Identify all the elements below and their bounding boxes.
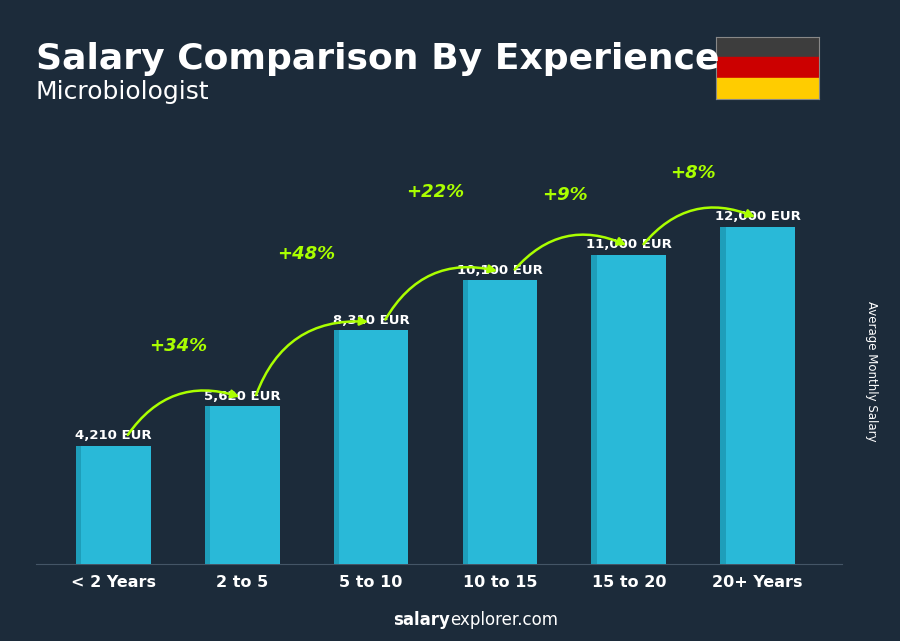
Bar [76,445,150,564]
Bar [591,254,597,564]
Text: 8,310 EUR: 8,310 EUR [333,314,410,327]
Text: 11,000 EUR: 11,000 EUR [586,238,671,251]
Bar [716,58,819,78]
Bar [205,406,210,564]
Text: 10,100 EUR: 10,100 EUR [457,263,543,277]
Text: 4,210 EUR: 4,210 EUR [75,429,151,442]
Text: Average Monthly Salary: Average Monthly Salary [865,301,878,442]
Bar [716,78,819,99]
Text: +22%: +22% [407,183,464,201]
Text: explorer.com: explorer.com [450,611,558,629]
Bar [76,445,150,564]
Bar [334,330,339,564]
Bar [463,280,537,564]
Bar [716,37,819,58]
Text: Salary Comparison By Experience: Salary Comparison By Experience [36,42,719,76]
Bar [205,406,280,564]
Text: +8%: +8% [670,163,716,181]
Text: 5,620 EUR: 5,620 EUR [204,390,281,403]
Bar [334,330,409,564]
Text: salary: salary [393,611,450,629]
Text: 12,000 EUR: 12,000 EUR [715,210,801,223]
Bar [463,280,468,564]
Bar [591,254,666,564]
Bar [720,227,795,564]
Bar [591,254,666,564]
Bar [334,330,409,564]
Bar [463,280,537,564]
Bar [720,227,795,564]
Bar [76,445,81,564]
Text: Microbiologist: Microbiologist [36,80,210,104]
Bar [720,227,725,564]
Text: +34%: +34% [148,337,207,355]
Text: +9%: +9% [542,186,587,204]
Text: +48%: +48% [277,245,336,263]
Bar [205,406,280,564]
